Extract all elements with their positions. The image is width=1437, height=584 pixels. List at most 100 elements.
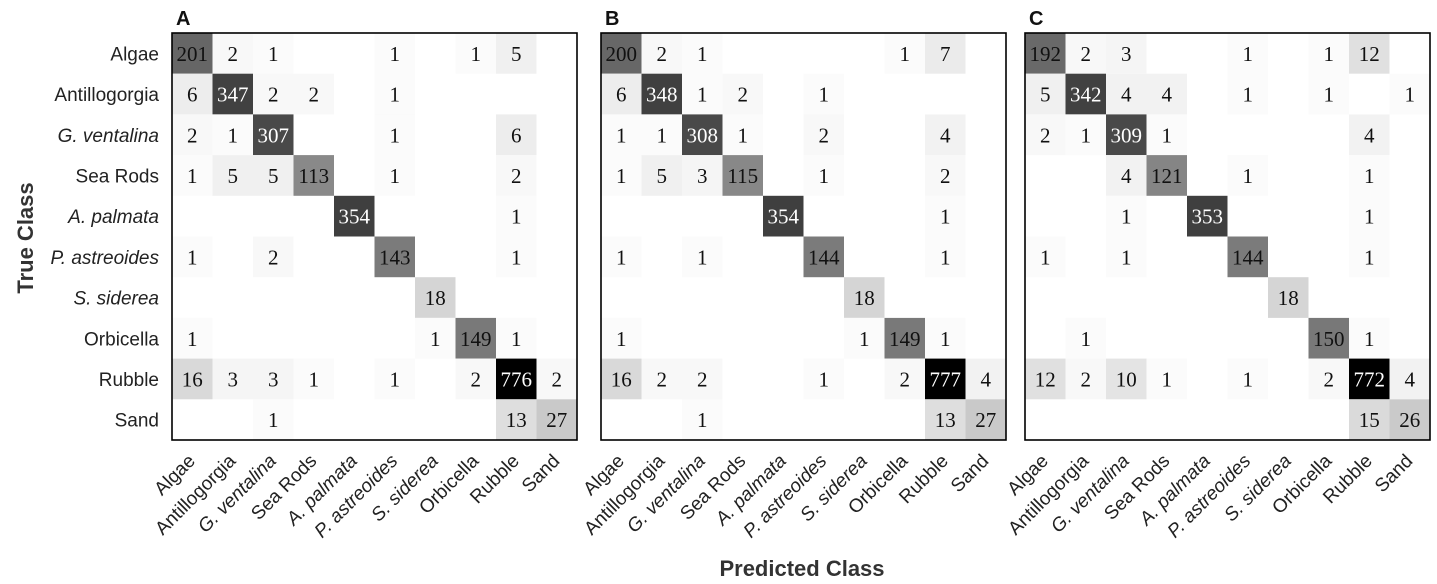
cell-value-label: 342	[1070, 83, 1102, 107]
heatmap-cell	[172, 358, 213, 400]
heatmap-cell	[925, 317, 966, 359]
cell-value-label: 6	[187, 83, 198, 107]
heatmap-cell	[1308, 358, 1349, 400]
cell-value-label: 1	[1405, 83, 1416, 107]
cell-value-label: 2	[1081, 42, 1092, 66]
cell-value-label: 1	[1162, 367, 1173, 391]
heatmap-cell	[601, 33, 642, 74]
heatmap-cell	[172, 33, 213, 74]
cell-value-label: 309	[1111, 123, 1143, 147]
heatmap-cell	[172, 155, 213, 196]
heatmap-cell	[253, 33, 294, 74]
heatmap-cell	[1389, 358, 1430, 400]
cell-value-label: 115	[727, 164, 758, 188]
heatmap-cell	[1389, 399, 1430, 440]
heatmap-cell	[803, 358, 844, 400]
y-tick-label: Antillogorgia	[54, 85, 159, 106]
cell-value-label: 1	[1243, 83, 1254, 107]
heatmap-cell	[374, 236, 415, 278]
cell-value-label: 1	[1324, 42, 1335, 66]
heatmap-cell	[925, 195, 966, 237]
x-axis-title: Predicted Class	[719, 556, 884, 581]
panel-c: 192 2 3 1 1 125 342 4 4 1 1 12 1 309 1 44 121 1 11 353 11 1 14…	[1004, 8, 1431, 542]
y-axis-title: True Class	[13, 182, 38, 293]
cell-value-label: 2	[309, 83, 320, 107]
x-tick-label: Sand	[1371, 451, 1417, 497]
cell-value-label: 1	[616, 123, 627, 147]
heatmap-cell	[1227, 73, 1268, 115]
cell-value-label: 4	[1121, 83, 1132, 107]
heatmap-cell	[172, 317, 213, 359]
heatmap-cell	[641, 33, 682, 74]
cell-value-label: 12	[1035, 367, 1056, 391]
cell-value-label: 150	[1313, 327, 1345, 351]
cell-value-label: 1	[1364, 205, 1375, 229]
heatmap-cell	[884, 358, 925, 400]
cell-value-label: 1	[859, 327, 870, 351]
heatmap-cell	[293, 155, 334, 196]
cell-value-label: 1	[1243, 42, 1254, 66]
heatmap-cell	[641, 114, 682, 156]
x-tick-label: Sand	[518, 451, 564, 497]
heatmap-cell	[334, 195, 375, 237]
cell-value-label: 1	[268, 408, 279, 432]
heatmap-cell	[682, 114, 723, 156]
heatmap-cell	[1349, 114, 1390, 156]
cell-value-label: 2	[268, 245, 279, 269]
heatmap-cell	[1146, 155, 1187, 196]
heatmap-cell	[455, 317, 496, 359]
cell-value-label: 1	[511, 327, 522, 351]
cell-value-label: 2	[1081, 367, 1092, 391]
heatmap-cell	[601, 236, 642, 278]
heatmap-cell	[925, 399, 966, 440]
heatmap-cell	[965, 358, 1006, 400]
heatmap-cell	[1106, 33, 1147, 74]
cell-value-label: 1	[390, 123, 401, 147]
heatmap-cell	[803, 236, 844, 278]
cell-value-label: 348	[646, 83, 678, 107]
cell-value-label: 353	[1192, 205, 1224, 229]
heatmap-cell	[763, 195, 804, 237]
heatmap-cell	[253, 236, 294, 278]
cell-value-label: 1	[940, 327, 951, 351]
heatmap-cell	[1349, 317, 1390, 359]
heatmap-cell	[172, 236, 213, 278]
heatmap-cell	[496, 317, 537, 359]
cell-value-label: 1	[616, 164, 627, 188]
cell-value-label: 13	[506, 408, 527, 432]
y-tick-label: Sand	[115, 411, 159, 432]
heatmap-cell	[374, 73, 415, 115]
cell-value-label: 2	[471, 367, 482, 391]
cell-value-label: 1	[390, 367, 401, 391]
heatmap-cell	[1065, 33, 1106, 74]
cell-value-label: 143	[379, 245, 411, 269]
heatmap-cell	[455, 33, 496, 74]
heatmap-cell	[496, 114, 537, 156]
heatmap-cell	[1065, 317, 1106, 359]
cell-value-label: 1	[1364, 327, 1375, 351]
cell-value-label: 144	[1232, 245, 1264, 269]
cell-value-label: 2	[552, 367, 563, 391]
cell-value-label: 4	[1121, 164, 1132, 188]
cell-value-label: 7	[940, 42, 951, 66]
cell-value-label: 1	[697, 245, 708, 269]
heatmap-cell	[1349, 358, 1390, 400]
cell-value-label: 1	[1081, 327, 1092, 351]
cell-value-label: 776	[501, 367, 533, 391]
cell-value-label: 1	[616, 245, 627, 269]
cell-value-label: 5	[228, 164, 239, 188]
y-tick-label: Rubble	[99, 370, 159, 391]
heatmap-cell	[455, 358, 496, 400]
cell-value-label: 1	[187, 164, 198, 188]
cell-value-label: 1	[1364, 245, 1375, 269]
heatmap-cell	[722, 155, 763, 196]
heatmap-cell	[641, 155, 682, 196]
panel-frame	[600, 32, 1007, 441]
heatmap-cell	[172, 73, 213, 115]
heatmap-cell	[253, 399, 294, 440]
heatmap-cell	[925, 236, 966, 278]
heatmap-cell	[1106, 114, 1147, 156]
panel-letter: C	[1029, 8, 1043, 30]
heatmap-cell	[1308, 33, 1349, 74]
cell-value-label: 1	[390, 83, 401, 107]
